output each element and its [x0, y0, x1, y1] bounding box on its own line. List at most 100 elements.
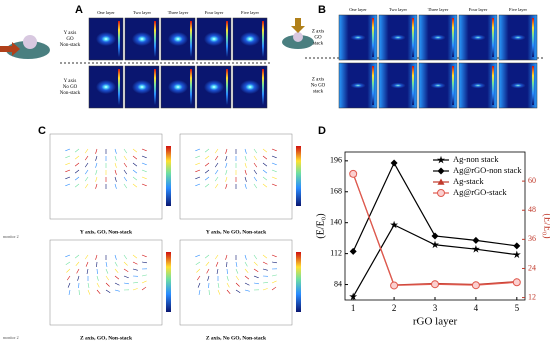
x-axis-label: rGO layer: [413, 316, 458, 328]
point: [471, 281, 480, 290]
vector-arrow: [74, 183, 80, 188]
column-header: Two layer: [389, 7, 408, 12]
vector-plot: [49, 133, 163, 220]
vector-arrow: [141, 280, 147, 284]
vector-arrow: [132, 254, 138, 259]
icon-b: [282, 18, 314, 49]
vector-arrow: [204, 169, 210, 174]
vector-arrow: [105, 275, 110, 281]
vector-arrow: [271, 176, 277, 180]
row-label: Y axis: [64, 79, 77, 84]
vector-arrow: [215, 261, 219, 267]
vector-arrow: [141, 286, 147, 291]
point: [471, 244, 480, 253]
vector-arrow: [253, 254, 258, 260]
field-hotspot: [510, 82, 526, 89]
point: [390, 281, 399, 290]
vector-arrow: [141, 176, 147, 180]
point: [349, 169, 358, 178]
vector-arrow: [205, 261, 210, 267]
column-header: Three layer: [428, 7, 449, 12]
vector-arrow: [74, 254, 80, 259]
vector-arrow: [244, 176, 247, 182]
vector-arrow: [74, 148, 80, 153]
vector-arrow: [95, 169, 98, 175]
vector-arrow: [141, 274, 147, 277]
vector-arrow: [244, 268, 249, 274]
vector-arrow: [197, 282, 201, 288]
vector-arrow: [271, 155, 277, 159]
row-label: GO: [66, 37, 74, 42]
vector-arrow: [77, 275, 80, 281]
x-tick-label: 1: [351, 303, 356, 313]
vector-arrow: [65, 254, 71, 258]
vector-arrow: [225, 169, 228, 175]
vector-arrow: [65, 155, 71, 159]
y2-axis-label: (E/E₀): [542, 213, 550, 238]
vector-arrow: [253, 268, 259, 272]
vector-plot: [49, 239, 163, 326]
vector-arrow: [206, 268, 210, 274]
vector-arrow: [225, 254, 228, 260]
colorbar: [154, 69, 156, 105]
legend-label: Ag@rGO-non stack: [453, 165, 522, 175]
colorbar: [226, 21, 228, 57]
vector-arrow: [76, 268, 80, 274]
legend-label: Ag@rGO-stack: [453, 187, 507, 197]
column-header: Two layer: [133, 10, 152, 15]
vector-arrow: [226, 275, 229, 281]
field-hotspot: [470, 82, 486, 89]
field-hotspot: [204, 80, 224, 94]
vector-arrow: [244, 254, 247, 260]
vector-arrow: [271, 280, 277, 284]
y-tick-label: 168: [330, 187, 342, 196]
vector-arrow: [114, 275, 120, 280]
vector-plot: [179, 239, 293, 326]
vector-arrow: [84, 155, 89, 161]
vector-arrow: [244, 289, 250, 292]
point: [513, 242, 521, 250]
vector-arrow: [262, 261, 268, 265]
colorbar: [492, 18, 494, 57]
point: [390, 220, 399, 229]
vector-arrow: [226, 289, 231, 295]
vector-arrow: [65, 176, 71, 180]
colorbar: [532, 66, 534, 105]
vector-arrow: [141, 162, 147, 166]
vector-arrow: [217, 282, 220, 288]
vector-arrow: [262, 268, 268, 271]
vector-arrow: [235, 289, 241, 293]
vector-arrow: [123, 254, 128, 260]
colorbar: [118, 21, 120, 57]
vector-arrow: [225, 148, 228, 154]
vector-arrow: [86, 268, 89, 274]
vector-arrow: [271, 183, 277, 187]
vector-arrow: [225, 155, 228, 161]
vector-arrow: [262, 169, 268, 174]
vector-arrow: [262, 162, 268, 167]
field-hotspot: [390, 82, 406, 89]
colorbar: [412, 18, 414, 57]
colorbar: [296, 252, 301, 312]
colorbar: [226, 69, 228, 105]
vector-arrow: [95, 148, 98, 154]
column-header: Three layer: [168, 10, 189, 15]
legend-marker: [437, 167, 445, 175]
legend-label: Ag-non stack: [453, 154, 499, 164]
vector-arrow: [74, 176, 80, 181]
y2-tick-label: 60: [528, 176, 536, 185]
vector-arrow: [195, 162, 201, 166]
field-map: [124, 17, 160, 61]
vector-arrow: [66, 268, 71, 273]
vector-arrow: [195, 148, 201, 152]
vector-arrow: [235, 268, 239, 274]
vector-arrow: [244, 169, 247, 175]
vector-arrow: [262, 288, 268, 291]
vector-arrow: [123, 275, 129, 279]
y-tick-label: 196: [330, 156, 342, 165]
row-label: No GO: [311, 84, 326, 89]
vector-arrow: [244, 148, 247, 154]
vector-arrow: [123, 268, 129, 272]
colorbar: [296, 146, 301, 206]
vector-arrow: [132, 155, 138, 160]
